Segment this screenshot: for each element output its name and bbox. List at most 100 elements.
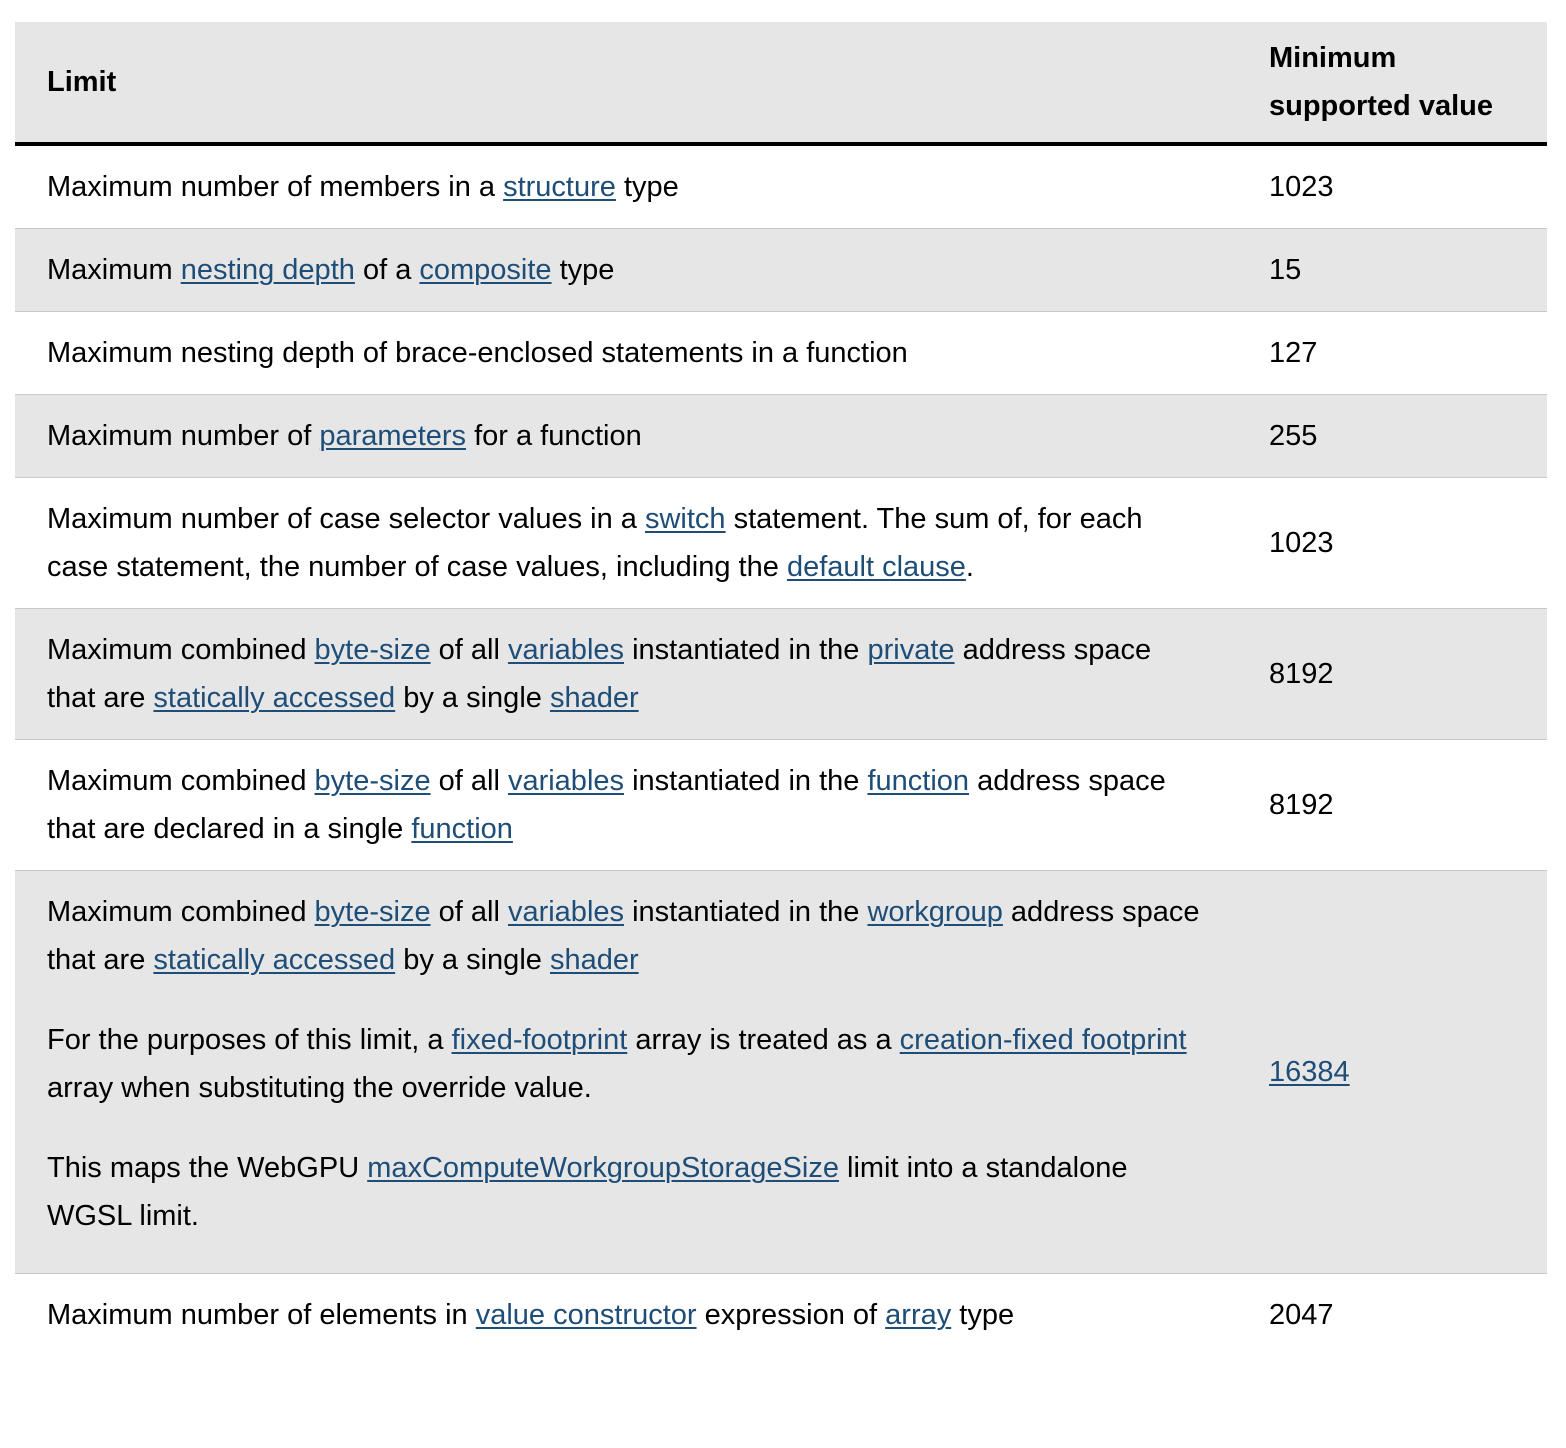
minimum-value: 1023 [1269,171,1334,203]
link-creation-fixed-footprint[interactable]: creation-fixed footprint [899,1024,1187,1056]
text-segment: address space that are declared in a sin… [47,765,1166,845]
table-row: Maximum number of case selector values i… [15,477,1547,609]
text-segment: Maximum number of case selector values i… [47,503,645,535]
limit-cell: Maximum number of elements in value cons… [15,1274,1237,1357]
limit-cell: Maximum combined byte-size of all variab… [15,739,1237,871]
text-segment: address space that are [47,896,1200,976]
table-body: Maximum number of members in a structure… [15,144,1547,1356]
text-segment: limit into a standalone WGSL limit. [47,1152,1128,1232]
link-workgroup[interactable]: workgroup [867,896,1003,928]
limit-cell: Maximum combined byte-size of all variab… [15,870,1237,1274]
text-segment: instantiated in the [624,634,868,666]
value-cell: 255 [1237,394,1547,478]
link-nesting-depth[interactable]: nesting depth [180,254,355,286]
text-segment: instantiated in the [624,765,868,797]
text-segment: Maximum [47,254,181,286]
link-byte-size[interactable]: byte-size [314,896,431,928]
link-maxcomputeworkgroupstoragesize[interactable]: maxComputeWorkgroupStorageSize [367,1152,839,1184]
text-segment: Maximum number of [47,420,320,452]
minimum-value: 15 [1269,254,1302,286]
value-cell: 1023 [1237,477,1547,609]
value-cell: 15 [1237,228,1547,312]
text-segment: array when substituting the override val… [47,1072,592,1104]
link-fixed-footprint[interactable]: fixed-footprint [451,1024,628,1056]
table-row: Maximum nesting depth of a composite typ… [15,228,1547,312]
link-composite[interactable]: composite [419,254,552,286]
link-value-16384[interactable]: 16384 [1269,1056,1350,1088]
link-byte-size[interactable]: byte-size [314,634,431,666]
minimum-value: 255 [1269,420,1318,452]
table-row: Maximum combined byte-size of all variab… [15,608,1547,740]
text-segment: address space that are [47,634,1152,714]
link-function[interactable]: function [411,813,513,845]
value-cell: 127 [1237,311,1547,395]
minimum-value: 8192 [1269,658,1334,690]
link-statically-accessed[interactable]: statically accessed [153,682,396,714]
limit-cell: Maximum number of case selector values i… [15,477,1237,609]
link-variables[interactable]: variables [507,765,625,797]
header-row: Limit Minimum supported value [15,22,1547,146]
limit-cell: Maximum combined byte-size of all variab… [15,608,1237,740]
link-variables[interactable]: variables [507,634,625,666]
table-row: Maximum number of members in a structure… [15,144,1547,229]
minimum-value: 1023 [1269,527,1334,559]
link-structure[interactable]: structure [503,171,616,203]
text-segment: of a [354,254,420,286]
minimum-value: 127 [1269,337,1318,369]
link-array[interactable]: array [885,1299,952,1331]
table-row: Maximum number of elements in value cons… [15,1274,1547,1357]
link-parameters[interactable]: parameters [319,420,467,452]
header-value-text: Minimum supported value [1269,42,1493,122]
limits-table: Limit Minimum supported value Maximum nu… [15,22,1547,1356]
limit-paragraph: This maps the WebGPU maxComputeWorkgroup… [47,1144,1205,1240]
text-segment: statement. The sum of, for each case sta… [47,503,1143,583]
limit-paragraph: For the purposes of this limit, a fixed-… [47,1016,1205,1112]
limit-cell: Maximum number of parameters for a funct… [15,394,1237,478]
link-default-clause[interactable]: default clause [786,551,966,583]
text-segment: of all [430,634,508,666]
limit-cell: Maximum nesting depth of a composite typ… [15,228,1237,312]
table-header: Limit Minimum supported value [15,22,1547,146]
text-segment: type [951,1299,1015,1331]
limit-paragraph: Maximum combined byte-size of all variab… [47,888,1205,984]
table-row: Maximum combined byte-size of all variab… [15,739,1547,871]
table-row: Maximum nesting depth of brace-enclosed … [15,311,1547,395]
text-segment: of all [430,896,508,928]
minimum-value: 8192 [1269,789,1334,821]
text-segment: instantiated in the [624,896,868,928]
text-segment: Maximum number of elements in [47,1299,476,1331]
limit-cell: Maximum nesting depth of brace-enclosed … [15,311,1237,395]
link-shader[interactable]: shader [549,682,639,714]
link-switch[interactable]: switch [644,503,726,535]
link-variables[interactable]: variables [507,896,625,928]
minimum-value: 2047 [1269,1299,1334,1331]
text-segment: . [965,551,974,583]
text-segment: for a function [466,420,642,452]
table-row: Maximum combined byte-size of all variab… [15,870,1547,1274]
table-row: Maximum number of parameters for a funct… [15,394,1547,478]
text-segment: Maximum combined [47,896,315,928]
text-segment: This maps the WebGPU [47,1152,368,1184]
limits-table-container: Limit Minimum supported value Maximum nu… [15,22,1547,1356]
value-cell: 16384 [1237,870,1547,1274]
text-segment: type [615,171,679,203]
text-segment: array is treated as a [627,1024,900,1056]
text-segment: Maximum nesting depth of brace-enclosed … [47,337,908,369]
header-minimum-supported-value: Minimum supported value [1237,22,1547,146]
value-cell: 8192 [1237,739,1547,871]
value-cell: 2047 [1237,1274,1547,1357]
text-segment: Maximum combined [47,634,315,666]
link-statically-accessed[interactable]: statically accessed [153,944,396,976]
text-segment: Maximum combined [47,765,315,797]
link-value-constructor[interactable]: value constructor [475,1299,697,1331]
text-segment: by a single [395,682,550,714]
link-private[interactable]: private [867,634,955,666]
value-cell: 8192 [1237,608,1547,740]
link-byte-size[interactable]: byte-size [314,765,431,797]
link-shader[interactable]: shader [549,944,639,976]
link-function[interactable]: function [867,765,970,797]
value-cell: 1023 [1237,144,1547,229]
text-segment: expression of [696,1299,886,1331]
text-segment: by a single [395,944,550,976]
text-segment: For the purposes of this limit, a [47,1024,452,1056]
